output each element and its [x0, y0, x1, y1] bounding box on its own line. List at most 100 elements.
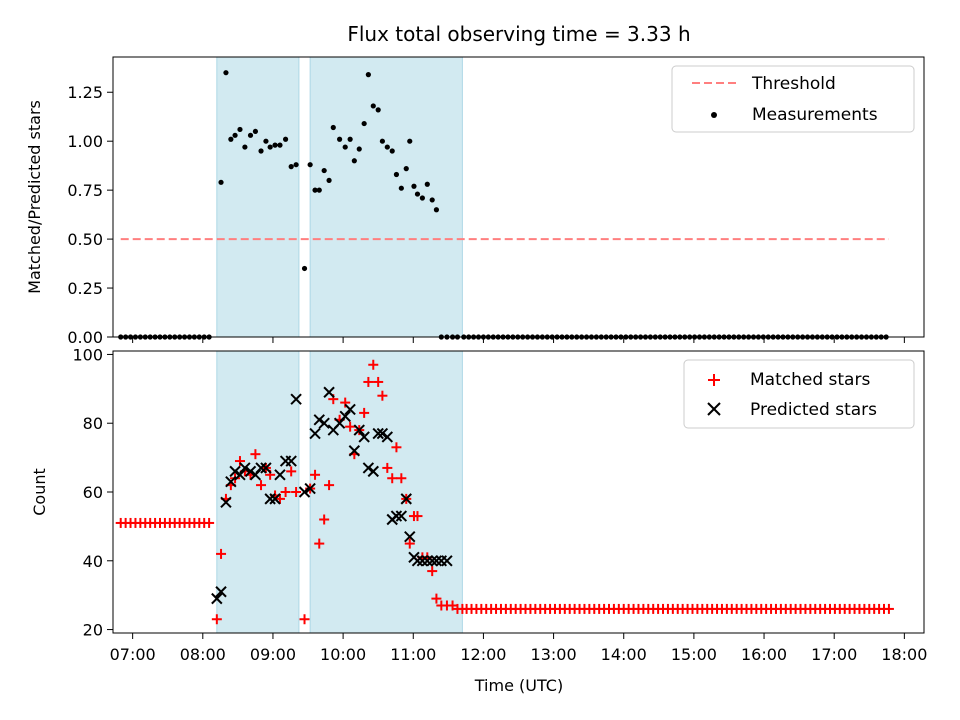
- measurement-point: [337, 136, 343, 142]
- measurement-point: [419, 195, 425, 201]
- bottom-panel: 20 40 60 80 100 07:00 08:00 09:00 10:00 11:00 12:…: [30, 345, 927, 695]
- measurement-point: [356, 146, 362, 152]
- predicted-star-point: [344, 403, 356, 416]
- predicted-star-point: [339, 410, 351, 423]
- matched-star-point: [391, 442, 402, 453]
- predicted-star-point: [421, 555, 434, 567]
- measurement-point: [342, 144, 348, 150]
- legend-measurements-swatch: [711, 112, 717, 118]
- matched-star-point: [211, 614, 222, 625]
- matched-star-point: [359, 407, 370, 418]
- legend-matched-swatch: [708, 374, 720, 386]
- top-y-axis-label: Matched/Predicted stars: [25, 100, 44, 294]
- x-tick-label: 18:00: [881, 645, 927, 664]
- measurement-point: [330, 124, 336, 131]
- predicted-star-point: [274, 469, 286, 481]
- predicted-star-point: [215, 586, 227, 598]
- predicted-star-point: [323, 386, 335, 398]
- predicted-star-point: [244, 465, 257, 478]
- matched-star-point: [256, 480, 267, 491]
- matched-star-point: [345, 421, 356, 432]
- measurement-point: [242, 144, 248, 150]
- measurement-point: [414, 191, 421, 197]
- measurement-point: [407, 138, 413, 144]
- x-tick-label: 16:00: [741, 645, 787, 664]
- y-tick-label: 40: [83, 552, 103, 571]
- measurement-point: [393, 171, 400, 178]
- x-tick-label: 10:00: [320, 645, 366, 664]
- measurement-point: [218, 179, 224, 185]
- matched-star-point: [412, 511, 423, 522]
- matched-star-point: [310, 469, 321, 480]
- observing-interval-2: [309, 56, 463, 338]
- matched-star-point: [324, 480, 335, 491]
- y-tick-label: 0.50: [67, 230, 103, 249]
- predicted-star-point: [353, 424, 365, 436]
- matched-star-point: [216, 548, 227, 559]
- measurement-point: [326, 177, 332, 183]
- matched-star-point: [280, 487, 291, 497]
- bottom-legend: Matched stars Predicted stars: [683, 359, 915, 429]
- predicted-star-point: [269, 493, 281, 505]
- predicted-star-point: [376, 427, 389, 440]
- predicted-star-point: [430, 555, 443, 567]
- x-tick-label: 09:00: [250, 645, 296, 664]
- measurement-point: [288, 164, 294, 170]
- x-tick-label: 12:00: [460, 645, 506, 664]
- legend-matched-label: Matched stars: [750, 370, 870, 390]
- measurement-point: [351, 158, 357, 164]
- predicted-star-point: [260, 462, 272, 474]
- y-tick-label: 60: [83, 483, 103, 502]
- matched-star-point: [274, 493, 285, 504]
- x-tick-label: 07:00: [110, 645, 156, 664]
- predicted-star-point: [211, 592, 223, 605]
- top-panel: 0.00 0.25 0.50 0.75 1.00 1.25 Matched/Predict…: [25, 56, 925, 347]
- predicted-star-point: [229, 465, 241, 478]
- predicted-star-point: [362, 462, 375, 474]
- measurement-point: [301, 265, 308, 272]
- measurement-point: [267, 144, 273, 150]
- measurement-point: [347, 136, 353, 142]
- measurement-point: [384, 144, 390, 150]
- y-tick-label: 100: [72, 345, 103, 364]
- observing-interval-2: [309, 350, 463, 634]
- measurement-point: [247, 132, 254, 138]
- measurement-point: [237, 126, 243, 133]
- y-tick-label: 0.75: [67, 181, 103, 200]
- measurement-point: [316, 187, 322, 193]
- legend-threshold-label: Threshold: [751, 74, 836, 94]
- predicted-star-point: [390, 510, 403, 522]
- predicted-star-point: [441, 555, 453, 567]
- y-tick-label: 0.00: [67, 328, 103, 347]
- predicted-star-point: [395, 510, 408, 522]
- top-panel-frame: [112, 56, 925, 338]
- predicted-star-point: [309, 427, 321, 440]
- measurement-point: [258, 148, 264, 154]
- matched-star-point: [250, 449, 261, 460]
- measurement-point: [223, 70, 229, 76]
- predicted-star-point: [285, 455, 297, 467]
- matched-star-point: [373, 376, 384, 387]
- x-axis-label: Time (UTC): [474, 676, 563, 695]
- predicted-star-point: [358, 431, 370, 443]
- bottom-y-axis-label: Count: [30, 468, 49, 516]
- matched-star-point: [291, 487, 302, 497]
- chart-title: Flux total observing time = 3.33 h: [347, 22, 690, 46]
- predicted-star-point: [313, 414, 325, 426]
- observing-interval-1: [216, 56, 300, 338]
- predicted-star-point: [220, 496, 232, 509]
- matched-star-point: [363, 376, 374, 387]
- y-tick-label: 1.25: [67, 83, 103, 102]
- y-tick-label: 80: [83, 414, 103, 433]
- legend-predicted-swatch: [707, 402, 721, 416]
- measurement-point: [277, 142, 283, 148]
- predicted-star-point: [381, 431, 394, 443]
- predicted-star-point: [290, 393, 302, 405]
- matched-star-point: [431, 593, 442, 604]
- matched-star-point: [368, 359, 379, 370]
- matched-star-point: [461, 603, 472, 614]
- top-legend: Threshold Measurements: [671, 65, 915, 133]
- matched-star-point: [299, 614, 310, 625]
- predicted-star-point: [416, 555, 429, 567]
- measurement-point: [403, 166, 409, 172]
